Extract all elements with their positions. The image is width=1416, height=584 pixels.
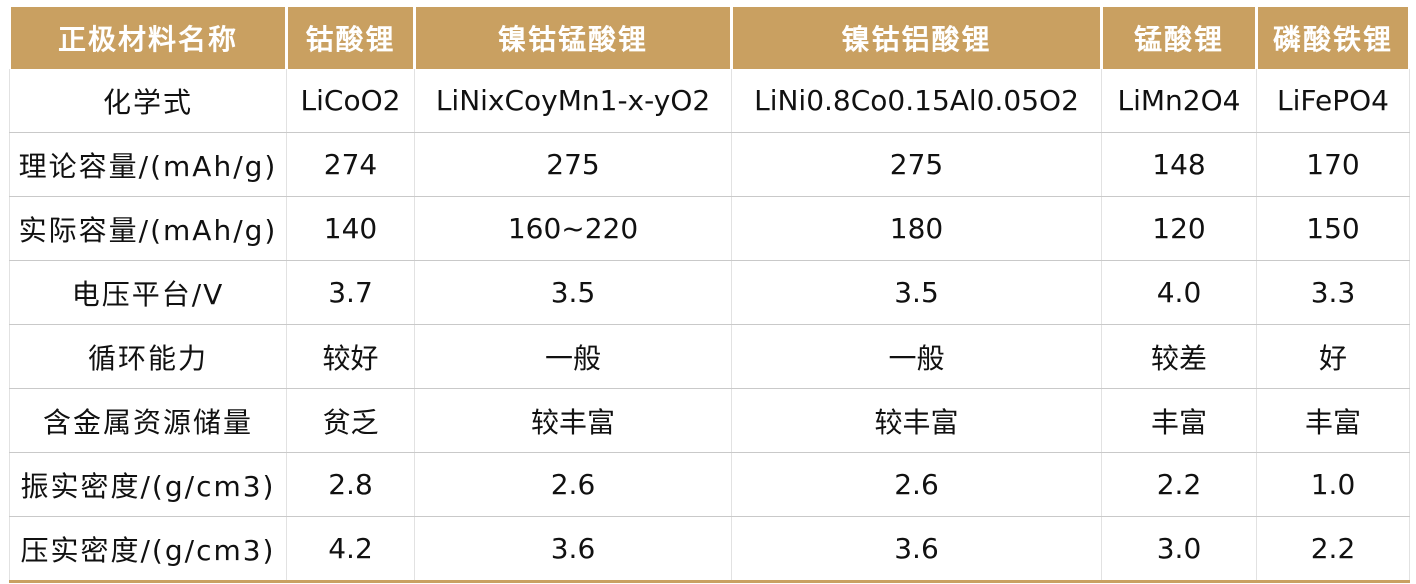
table-cell: 3.5	[731, 260, 1102, 325]
table-cell: 3.0	[1101, 516, 1257, 583]
table-cell: 170	[1256, 132, 1410, 197]
table-cell: 1.0	[1256, 452, 1410, 517]
table-cell: 275	[414, 132, 732, 197]
table-cell: 3.3	[1256, 260, 1410, 325]
table-cell: 较丰富	[731, 388, 1102, 453]
row-label: 电压平台/V	[9, 260, 287, 325]
header-cell: 正极材料名称	[8, 7, 288, 69]
table-body: 化学式 LiCoO2 LiNixCoyMn1-x-yO2 LiNi0.8Co0.15A…	[9, 69, 1410, 583]
header-row: 正极材料名称 钴酸锂 镍钴锰酸锂 镍钴铝酸锂 锰酸锂 磷酸铁锂	[8, 7, 1411, 69]
row-label: 理论容量/(mAh/g)	[9, 132, 287, 197]
header-cell: 锰酸锂	[1100, 7, 1258, 69]
table-cell: 274	[286, 132, 415, 197]
table-row: 压实密度/(g/cm3) 4.2 3.6 3.6 3.0 2.2	[9, 516, 1410, 583]
table-cell: 3.7	[286, 260, 415, 325]
table-cell: 较丰富	[414, 388, 732, 453]
table-cell: 180	[731, 196, 1102, 261]
header-cell: 镍钴铝酸锂	[730, 7, 1103, 69]
row-label: 压实密度/(g/cm3)	[9, 516, 287, 583]
table-cell: 2.6	[414, 452, 732, 517]
table-cell: 贫乏	[286, 388, 415, 453]
table-cell: 148	[1101, 132, 1257, 197]
table-cell: 一般	[731, 324, 1102, 389]
table-cell: 3.6	[731, 516, 1102, 583]
table-row: 振实密度/(g/cm3) 2.8 2.6 2.6 2.2 1.0	[9, 452, 1410, 517]
table-cell: 3.5	[414, 260, 732, 325]
table-cell: 2.6	[731, 452, 1102, 517]
table-cell: 120	[1101, 196, 1257, 261]
table-cell: 2.8	[286, 452, 415, 517]
row-label: 振实密度/(g/cm3)	[9, 452, 287, 517]
table-cell: 275	[731, 132, 1102, 197]
table-cell: 一般	[414, 324, 732, 389]
table-cell: 较好	[286, 324, 415, 389]
table-row: 理论容量/(mAh/g) 274 275 275 148 170	[9, 132, 1410, 197]
row-label: 化学式	[9, 69, 287, 133]
table-cell: LiNi0.8Co0.15Al0.05O2	[731, 69, 1102, 133]
table-cell: 丰富	[1101, 388, 1257, 453]
table-cell: 4.2	[286, 516, 415, 583]
table-row: 含金属资源储量 贫乏 较丰富 较丰富 丰富 丰富	[9, 388, 1410, 453]
row-label: 循环能力	[9, 324, 287, 389]
table-cell: 好	[1256, 324, 1410, 389]
table-cell: 160~220	[414, 196, 732, 261]
row-label: 含金属资源储量	[9, 388, 287, 453]
table-cell: LiNixCoyMn1-x-yO2	[414, 69, 732, 133]
table-cell: 较差	[1101, 324, 1257, 389]
table-cell: 140	[286, 196, 415, 261]
table-row: 循环能力 较好 一般 一般 较差好	[9, 324, 1410, 389]
table-cell: 4.0	[1101, 260, 1257, 325]
table-cell: LiFePO4	[1256, 69, 1410, 133]
table-cell: LiMn2O4	[1101, 69, 1257, 133]
table-row: 电压平台/V 3.7 3.5 3.5 4.0 3.3	[9, 260, 1410, 325]
header-cell: 镍钴锰酸锂	[413, 7, 733, 69]
table-row: 实际容量/(mAh/g) 140 160~220 180 120 150	[9, 196, 1410, 261]
table-cell: 2.2	[1101, 452, 1257, 517]
row-label: 实际容量/(mAh/g)	[9, 196, 287, 261]
header-cell: 磷酸铁锂	[1255, 7, 1411, 69]
table-cell: 150	[1256, 196, 1410, 261]
table-row: 化学式 LiCoO2 LiNixCoyMn1-x-yO2 LiNi0.8Co0.15A…	[9, 69, 1410, 133]
table-cell: LiCoO2	[286, 69, 415, 133]
table-cell: 丰富	[1256, 388, 1410, 453]
table-cell: 2.2	[1256, 516, 1410, 583]
material-table: 正极材料名称 钴酸锂 镍钴锰酸锂 镍钴铝酸锂 锰酸锂 磷酸铁锂 化学式 LiCoO2 LiNi…	[8, 7, 1411, 583]
header-cell: 钴酸锂	[285, 7, 416, 69]
table-cell: 3.6	[414, 516, 732, 583]
